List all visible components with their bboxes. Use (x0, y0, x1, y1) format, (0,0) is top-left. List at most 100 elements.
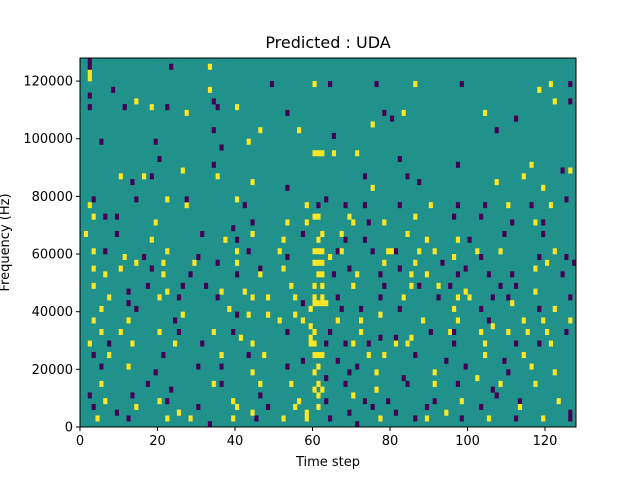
heatmap-cell (328, 81, 333, 88)
heatmap-cell (114, 213, 120, 220)
heatmap-cell (103, 271, 108, 278)
heatmap-cell (99, 328, 104, 335)
heatmap-cell (149, 236, 154, 243)
heatmap-cell (498, 248, 503, 255)
heatmap-cell (184, 109, 189, 116)
heatmap-cell (324, 375, 329, 382)
heatmap-cell (494, 179, 499, 186)
heatmap-cell (87, 92, 92, 99)
heatmap-cell (424, 236, 430, 243)
heatmap-cell (300, 317, 306, 324)
heatmap-cell (483, 202, 488, 209)
heatmap-cell (200, 230, 205, 237)
heatmap-cell (215, 294, 220, 301)
heatmap-cell (134, 196, 139, 203)
heatmap-cell (366, 219, 371, 226)
heatmap-cell (235, 248, 240, 255)
heatmap-cell (312, 386, 317, 393)
heatmap-cell (258, 265, 263, 272)
heatmap-cell (103, 213, 108, 220)
heatmap-cell (514, 340, 519, 347)
heatmap-cell (281, 265, 286, 272)
heatmap-cell (300, 357, 306, 364)
heatmap-cell (258, 380, 263, 387)
heatmap-cell (533, 265, 538, 272)
heatmap-cell (459, 81, 464, 88)
y-axis-label: Frequency (Hz) (0, 193, 13, 291)
heatmap-cell (297, 127, 302, 134)
heatmap-cell (455, 236, 461, 243)
heatmap-cell (285, 184, 290, 191)
heatmap-cell (347, 213, 352, 220)
x-tick-label: 100 (455, 434, 480, 449)
heatmap-cell (351, 392, 356, 399)
heatmap-cell (149, 265, 154, 272)
heatmap-cell (107, 340, 112, 347)
heatmap-cell (173, 340, 178, 347)
heatmap-cell (328, 328, 333, 335)
heatmap-cell (382, 259, 387, 266)
heatmap-cell (560, 271, 565, 278)
heatmap-cell (157, 156, 162, 163)
y-axis-ticks: 0 20000 40000 60000 80000 100000 120000 (23, 75, 80, 436)
heatmap-cell (459, 415, 464, 422)
heatmap-cell (355, 271, 360, 278)
heatmap-cell (269, 81, 275, 88)
heatmap-cell (448, 328, 453, 335)
heatmap-cell (126, 415, 131, 422)
heatmap-cell (343, 202, 348, 209)
heatmap-cell (417, 248, 422, 255)
heatmap-cell (548, 202, 554, 209)
heatmap-cell (161, 271, 166, 278)
x-axis-ticks: 0 20 40 60 80 100 120 (76, 427, 557, 449)
heatmap-cell (134, 98, 139, 105)
heatmap-cell (386, 398, 391, 405)
heatmap-cell (99, 363, 104, 370)
heatmap-cell (316, 392, 321, 399)
heatmap-cell (494, 392, 499, 399)
heatmap-cell (475, 248, 480, 255)
heatmap-cell (502, 230, 507, 237)
heatmap-cell (552, 248, 557, 255)
heatmap-cell (382, 109, 387, 116)
heatmap-cell (176, 328, 182, 335)
heatmap-cell (87, 63, 92, 70)
heatmap-cell (200, 340, 205, 347)
heatmap-cell (564, 328, 569, 335)
heatmap-cell (401, 109, 406, 116)
heatmap-cell (196, 363, 201, 370)
heatmap-cell (533, 288, 538, 295)
heatmap-cell (529, 161, 534, 168)
heatmap-cell (250, 369, 255, 376)
heatmap-cell (211, 127, 216, 134)
heatmap-cell (370, 184, 375, 191)
heatmap-cell (541, 219, 546, 226)
heatmap-cell (517, 403, 523, 410)
heatmap-cell (250, 219, 255, 226)
heatmap-cell (502, 357, 507, 364)
heatmap-cell (537, 305, 542, 312)
heatmap-cell (196, 403, 201, 410)
heatmap-cell (572, 259, 577, 266)
heatmap-cell (165, 104, 170, 111)
heatmap-cell (180, 311, 185, 318)
heatmap-cell (343, 340, 348, 347)
heatmap-cell (103, 248, 108, 255)
heatmap-cell (568, 317, 573, 324)
y-tick-label: 20000 (32, 363, 73, 378)
heatmap-cell (401, 294, 406, 301)
heatmap-cell (231, 415, 236, 422)
heatmap-cell (250, 230, 255, 237)
heatmap-cell (564, 254, 569, 261)
heatmap-cell (405, 340, 410, 347)
heatmap-cell (541, 184, 546, 191)
heatmap-cell (312, 294, 317, 301)
heatmap-cell (374, 81, 379, 88)
heatmap-cell (378, 311, 383, 318)
y-tick-label: 0 (65, 421, 73, 436)
heatmap-cell (355, 150, 360, 157)
heatmap-cell (568, 81, 573, 88)
heatmap-cell (463, 288, 468, 295)
heatmap-cell (339, 305, 344, 312)
heatmap-cell (312, 340, 317, 347)
